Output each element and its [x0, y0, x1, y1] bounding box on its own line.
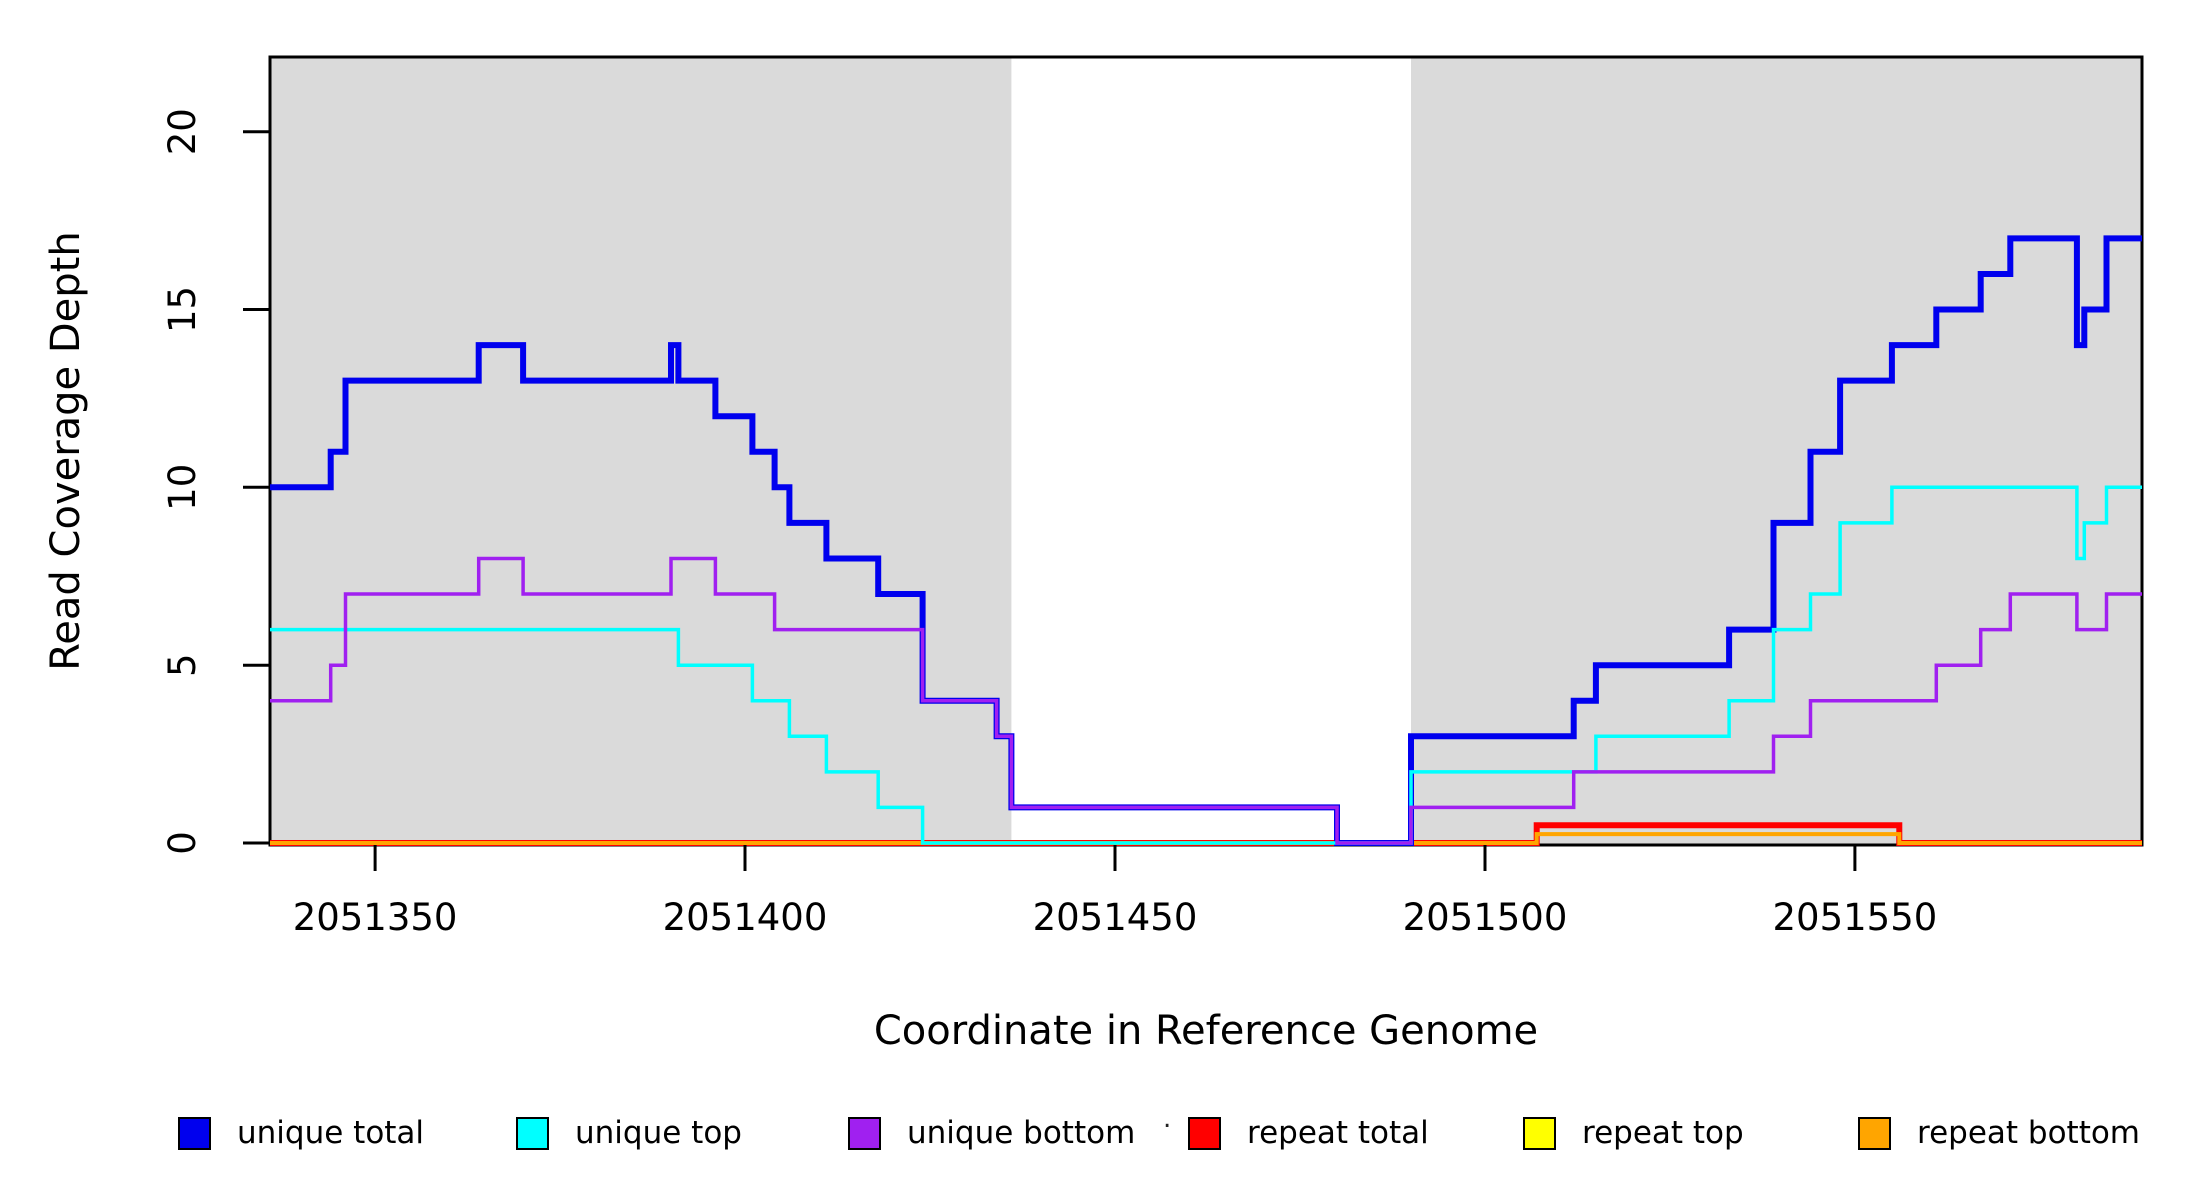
legend-swatch-unique-bottom: [848, 1116, 881, 1150]
legend-item-repeat-total: repeat total: [1188, 1104, 1429, 1162]
legend-label-unique-bottom: unique bottom: [907, 1115, 1136, 1151]
legend-swatch-repeat-top: [1523, 1116, 1556, 1150]
y-tick-label: 20: [161, 108, 204, 155]
x-tick-label: 2051500: [1403, 896, 1568, 939]
x-tick-label: 2051550: [1773, 896, 1938, 939]
legend-label-repeat-top: repeat top: [1582, 1115, 1744, 1151]
y-tick-label: 0: [161, 831, 204, 855]
shaded-region-1: [1411, 57, 2142, 845]
x-tick-label: 2051350: [293, 896, 458, 939]
y-tick-label: 15: [161, 286, 204, 333]
legend-item-repeat-top: repeat top: [1523, 1104, 1744, 1162]
legend-item-unique-total: unique total: [178, 1104, 424, 1162]
y-tick-label: 10: [161, 464, 204, 511]
y-tick-label: 5: [161, 653, 204, 677]
series-unique-bottom: [270, 556, 2142, 845]
legend-item-unique-top: unique top: [516, 1104, 742, 1162]
legend-item-repeat-bottom: repeat bottom: [1858, 1104, 2140, 1162]
legend-swatch-repeat-total: [1188, 1116, 1221, 1150]
y-axis-title: Read Coverage Depth: [43, 231, 89, 671]
x-tick-label: 2051450: [1033, 896, 1198, 939]
stray-dot-mark: .: [1163, 1104, 1172, 1134]
shaded-region-0: [270, 57, 1012, 845]
legend-label-unique-top: unique top: [575, 1115, 742, 1151]
legend-label-unique-total: unique total: [237, 1115, 425, 1151]
legend-item-unique-bottom: unique bottom: [848, 1104, 1135, 1162]
legend-swatch-unique-top: [516, 1116, 549, 1150]
series-unique-top: [270, 485, 2142, 845]
x-tick-label: 2051400: [663, 896, 828, 939]
legend-label-repeat-bottom: repeat bottom: [1917, 1115, 2141, 1151]
x-axis-title: Coordinate in Reference Genome: [873, 1008, 1539, 1054]
legend-label-repeat-total: repeat total: [1247, 1115, 1429, 1151]
legend-swatch-unique-total: [178, 1116, 211, 1150]
legend: unique total unique top unique bottom repea…: [0, 1104, 2200, 1164]
legend-swatch-repeat-bottom: [1858, 1116, 1891, 1150]
